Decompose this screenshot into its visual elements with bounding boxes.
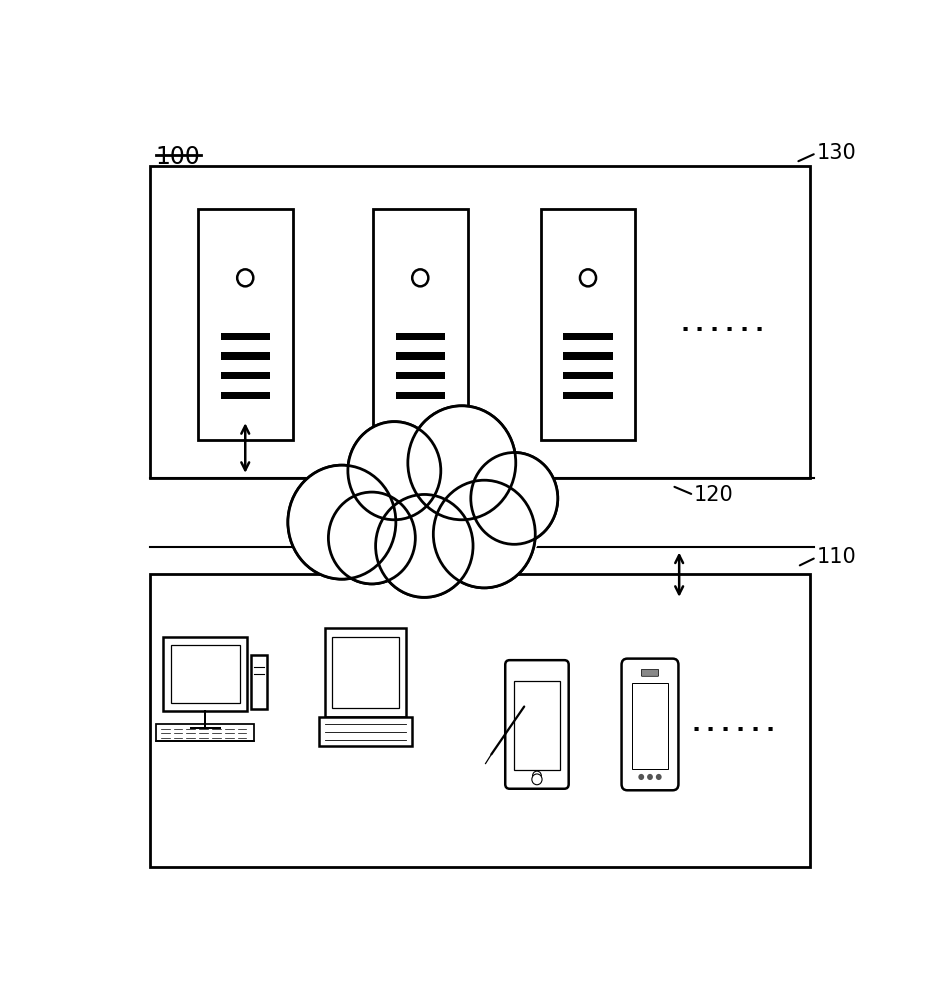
Circle shape — [376, 495, 472, 596]
FancyBboxPatch shape — [622, 659, 678, 790]
Text: 100: 100 — [155, 145, 200, 169]
Circle shape — [433, 480, 535, 588]
Bar — [564, 333, 613, 340]
Bar — [395, 333, 445, 340]
Bar — [220, 333, 270, 340]
Circle shape — [375, 494, 473, 597]
Circle shape — [237, 269, 253, 286]
Bar — [170, 645, 240, 703]
FancyBboxPatch shape — [505, 660, 568, 789]
Polygon shape — [288, 406, 558, 597]
Bar — [250, 655, 266, 709]
Bar — [564, 392, 613, 399]
FancyBboxPatch shape — [642, 669, 659, 676]
Bar — [151, 574, 810, 867]
Bar — [395, 352, 445, 360]
Bar — [540, 209, 635, 440]
Circle shape — [348, 422, 440, 520]
Bar — [395, 372, 445, 379]
Bar — [220, 372, 270, 379]
Circle shape — [435, 481, 534, 587]
Bar — [156, 724, 254, 741]
Bar — [332, 637, 399, 708]
Circle shape — [407, 406, 516, 520]
Text: 130: 130 — [816, 143, 856, 163]
Circle shape — [412, 269, 428, 286]
Circle shape — [471, 453, 557, 543]
Circle shape — [328, 492, 415, 584]
Circle shape — [532, 774, 542, 785]
Bar — [319, 717, 412, 746]
Circle shape — [580, 269, 596, 286]
Circle shape — [349, 423, 439, 519]
Bar — [564, 352, 613, 360]
Circle shape — [289, 466, 395, 578]
Text: 110: 110 — [816, 547, 856, 567]
Circle shape — [647, 774, 653, 780]
Bar — [395, 392, 445, 399]
Circle shape — [288, 465, 396, 579]
Circle shape — [533, 771, 541, 780]
Circle shape — [409, 407, 515, 519]
Circle shape — [329, 493, 414, 583]
Bar — [163, 637, 247, 711]
Bar — [220, 392, 270, 399]
Bar — [220, 352, 270, 360]
Bar — [564, 372, 613, 379]
Circle shape — [470, 453, 558, 544]
Bar — [514, 681, 560, 770]
Circle shape — [638, 774, 645, 780]
Bar — [198, 209, 293, 440]
Bar — [632, 683, 667, 769]
Text: ......: ...... — [678, 312, 768, 336]
Bar — [326, 628, 406, 717]
Bar — [151, 166, 810, 478]
Circle shape — [656, 774, 662, 780]
Bar — [373, 209, 468, 440]
Text: ......: ...... — [689, 712, 779, 736]
Text: 120: 120 — [694, 485, 733, 505]
